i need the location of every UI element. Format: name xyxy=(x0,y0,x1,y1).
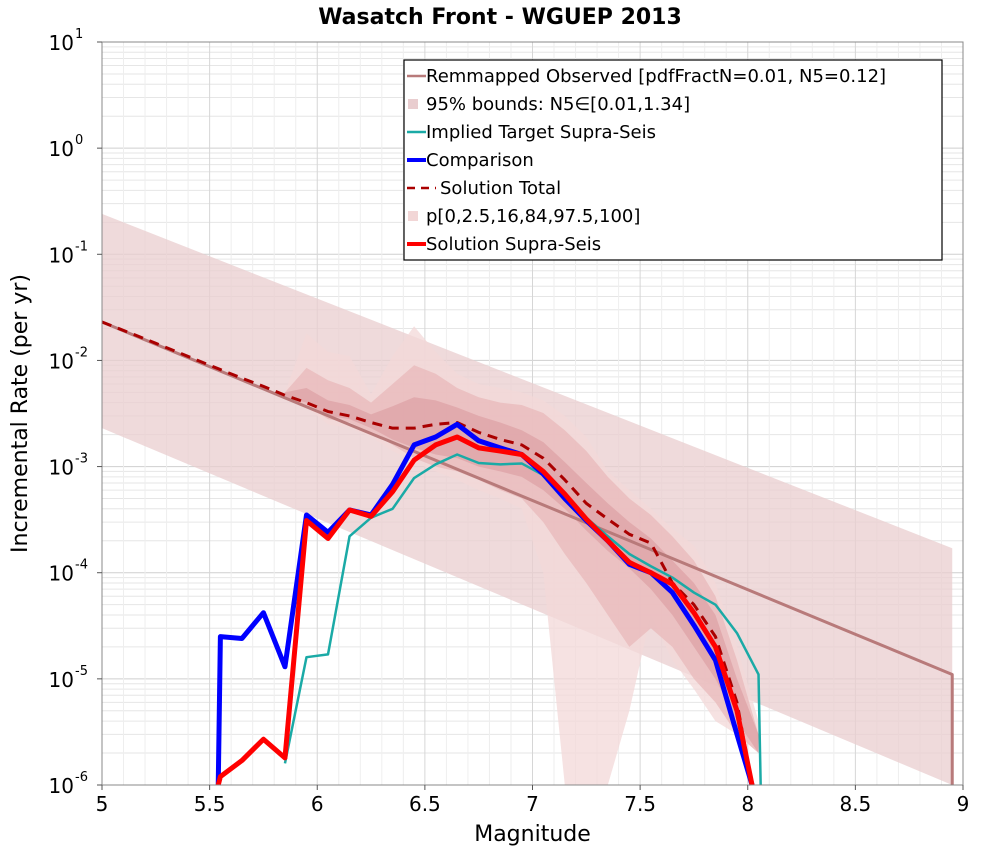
series-lines xyxy=(101,320,954,786)
y-axis-label: Incremental Rate (per yr) xyxy=(8,274,33,553)
legend-swatch xyxy=(408,211,418,221)
legend-label: Implied Target Supra-Seis xyxy=(426,122,656,143)
y-tick-exponent: -6 xyxy=(75,770,88,785)
legend-label: Remmapped Observed [pdfFractN=0.01, N5=0… xyxy=(426,66,886,87)
y-tick-label: 10 xyxy=(49,456,74,480)
chart-title: Wasatch Front - WGUEP 2013 xyxy=(318,5,682,30)
series-line xyxy=(283,453,762,786)
legend-swatch xyxy=(408,99,418,109)
y-tick-label: 10 xyxy=(49,349,74,373)
x-tick-label: 8.5 xyxy=(839,792,871,816)
legend-label: Solution Total xyxy=(440,178,561,199)
x-tick-label: 6.5 xyxy=(409,792,441,816)
legend-label: Comparison xyxy=(426,150,534,171)
x-axis-label: Magnitude xyxy=(474,822,591,847)
series-line xyxy=(101,320,954,785)
x-tick-label: 8 xyxy=(741,792,754,816)
legend-box xyxy=(403,59,943,261)
x-tick-label: 5 xyxy=(96,792,109,816)
x-tick-label: 7.5 xyxy=(624,792,656,816)
y-tick-exponent: 1 xyxy=(75,27,83,42)
y-tick-exponent: -3 xyxy=(75,452,88,467)
legend-label: 95% bounds: N5∈[0.01,1.34] xyxy=(426,94,690,115)
y-tick-label: 10 xyxy=(49,137,74,161)
x-axis-ticks: 5 5.5 6 6.5 7 7.5 8 8.5 9 xyxy=(96,785,970,816)
legend-label: p[0,2.5,16,84,97.5,100] xyxy=(426,206,640,227)
y-tick-exponent: -2 xyxy=(75,345,88,360)
y-tick-exponent: -4 xyxy=(75,558,88,573)
y-tick-label: 10 xyxy=(49,668,74,692)
y-tick-label: 10 xyxy=(49,562,74,586)
series-line xyxy=(215,421,755,786)
x-tick-label: 9 xyxy=(957,792,970,816)
legend-label: Solution Supra-Seis xyxy=(426,234,601,255)
percentile-band xyxy=(284,387,759,754)
series-line xyxy=(215,434,755,786)
x-tick-label: 5.5 xyxy=(194,792,226,816)
x-tick-label: 7 xyxy=(526,792,539,816)
series-line xyxy=(101,320,754,786)
y-tick-exponent: -5 xyxy=(75,664,88,679)
y-tick-exponent: 0 xyxy=(75,133,83,148)
y-tick-label: 10 xyxy=(49,31,74,55)
y-tick-exponent: -1 xyxy=(75,239,88,254)
legend: Remmapped Observed [pdfFractN=0.01, N5=0… xyxy=(403,59,943,261)
y-tick-label: 10 xyxy=(49,243,74,267)
y-tick-label: 10 xyxy=(49,774,74,798)
x-tick-label: 6 xyxy=(311,792,324,816)
